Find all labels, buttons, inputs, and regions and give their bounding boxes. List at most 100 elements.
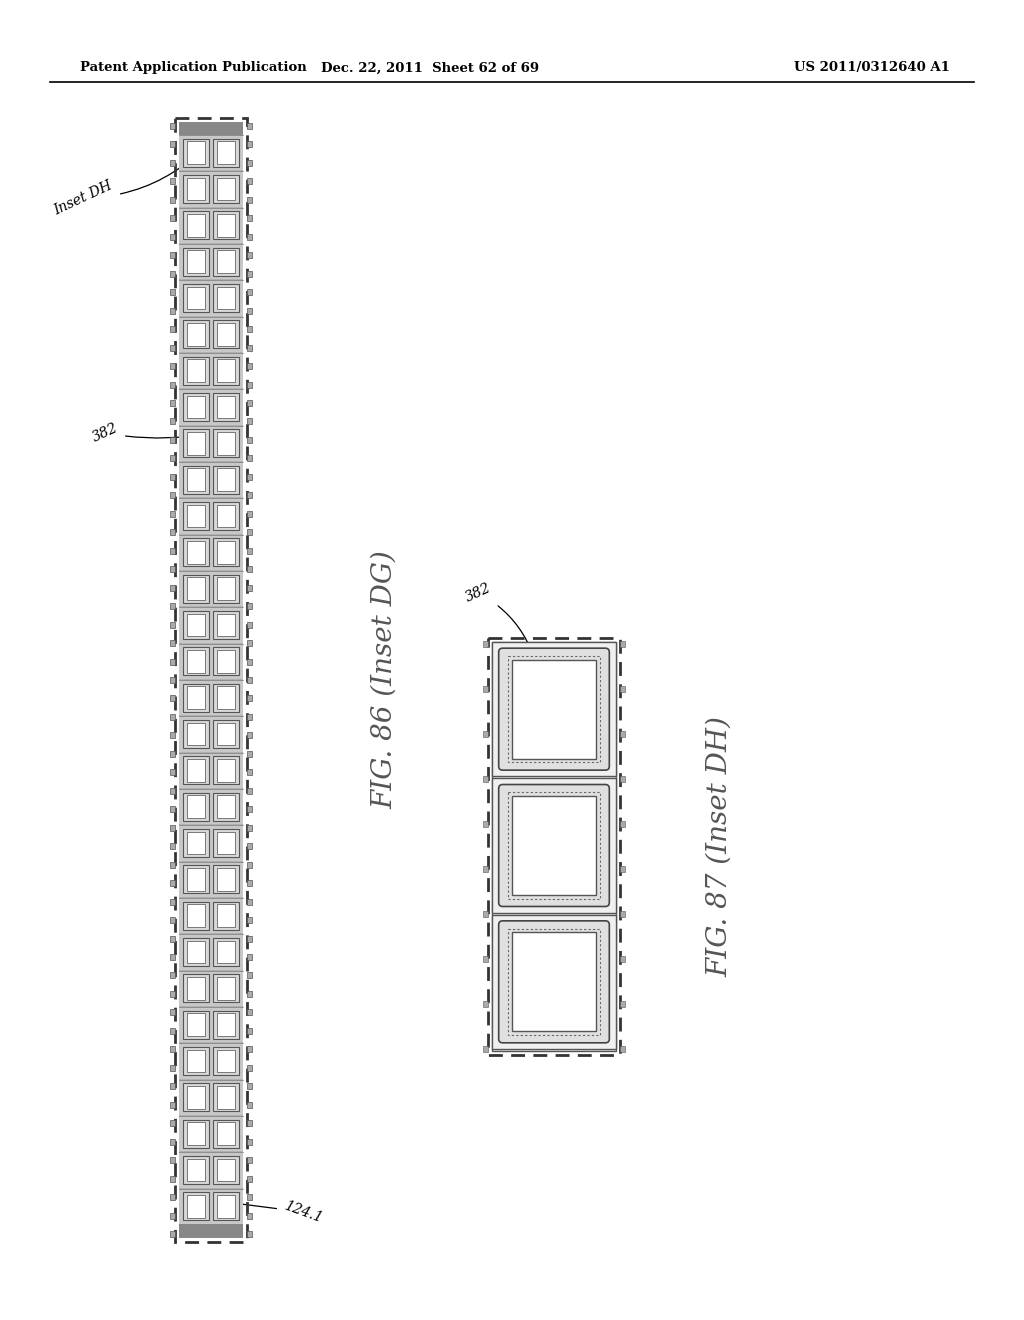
Bar: [247, 1010, 252, 1015]
Bar: [247, 474, 252, 480]
Bar: [620, 1045, 625, 1052]
Bar: [483, 911, 488, 917]
Bar: [170, 381, 175, 388]
Bar: [512, 796, 596, 895]
Bar: [483, 642, 488, 647]
Bar: [213, 1119, 240, 1148]
Bar: [512, 932, 596, 1031]
Bar: [179, 244, 243, 280]
Bar: [217, 904, 236, 927]
Bar: [217, 651, 236, 672]
Bar: [170, 843, 175, 849]
Bar: [170, 1139, 175, 1144]
FancyBboxPatch shape: [499, 648, 609, 770]
Bar: [483, 866, 488, 873]
Bar: [179, 280, 243, 315]
Bar: [170, 954, 175, 960]
Bar: [183, 139, 209, 166]
Bar: [247, 234, 252, 240]
Bar: [492, 642, 616, 776]
Bar: [183, 792, 209, 821]
Bar: [247, 363, 252, 370]
Bar: [247, 585, 252, 590]
Bar: [183, 829, 209, 857]
Bar: [179, 425, 243, 461]
Bar: [186, 869, 206, 891]
Bar: [170, 160, 175, 166]
Bar: [620, 1001, 625, 1007]
Bar: [170, 1232, 175, 1237]
Bar: [620, 776, 625, 781]
Bar: [492, 915, 616, 1049]
Bar: [186, 686, 206, 709]
Bar: [247, 622, 252, 627]
Bar: [186, 796, 206, 818]
Bar: [247, 1084, 252, 1089]
Bar: [213, 684, 240, 711]
Bar: [186, 904, 206, 927]
Bar: [183, 611, 209, 639]
Text: Patent Application Publication: Patent Application Publication: [80, 62, 307, 74]
Bar: [183, 1047, 209, 1074]
Bar: [247, 843, 252, 849]
Bar: [170, 123, 175, 129]
Bar: [170, 1084, 175, 1089]
FancyBboxPatch shape: [499, 784, 609, 907]
Bar: [170, 659, 175, 664]
Bar: [170, 492, 175, 499]
Bar: [170, 1121, 175, 1126]
Bar: [213, 937, 240, 966]
Bar: [183, 284, 209, 312]
Bar: [186, 1159, 206, 1181]
Bar: [179, 752, 243, 788]
Bar: [179, 898, 243, 933]
Bar: [170, 1176, 175, 1181]
Bar: [186, 214, 206, 236]
Bar: [170, 714, 175, 719]
Bar: [213, 574, 240, 603]
Text: 382: 382: [90, 421, 208, 445]
Bar: [213, 1192, 240, 1221]
Bar: [217, 214, 236, 236]
Bar: [170, 733, 175, 738]
Bar: [247, 381, 252, 388]
Bar: [217, 869, 236, 891]
Bar: [213, 611, 240, 639]
Bar: [247, 418, 252, 425]
Bar: [247, 991, 252, 997]
Bar: [170, 271, 175, 277]
Bar: [217, 469, 236, 491]
Bar: [183, 502, 209, 531]
Bar: [217, 686, 236, 709]
Bar: [213, 211, 240, 239]
Bar: [183, 1084, 209, 1111]
Bar: [483, 1001, 488, 1007]
Bar: [247, 141, 252, 148]
Bar: [179, 499, 243, 533]
Bar: [483, 776, 488, 781]
Bar: [179, 970, 243, 1006]
Bar: [170, 363, 175, 370]
Bar: [247, 400, 252, 407]
Bar: [217, 941, 236, 964]
Bar: [213, 1047, 240, 1074]
Bar: [488, 638, 620, 1055]
Bar: [247, 197, 252, 203]
Bar: [217, 396, 236, 418]
Bar: [213, 902, 240, 929]
Bar: [170, 622, 175, 627]
Bar: [179, 789, 243, 824]
Bar: [247, 696, 252, 701]
Bar: [186, 323, 206, 346]
Bar: [247, 640, 252, 645]
Bar: [179, 121, 243, 1238]
Bar: [183, 393, 209, 421]
Bar: [179, 1212, 243, 1238]
Bar: [492, 642, 616, 1051]
Bar: [170, 141, 175, 148]
Bar: [213, 829, 240, 857]
Bar: [186, 1195, 206, 1217]
Bar: [170, 936, 175, 941]
Bar: [217, 977, 236, 999]
Bar: [179, 172, 243, 207]
